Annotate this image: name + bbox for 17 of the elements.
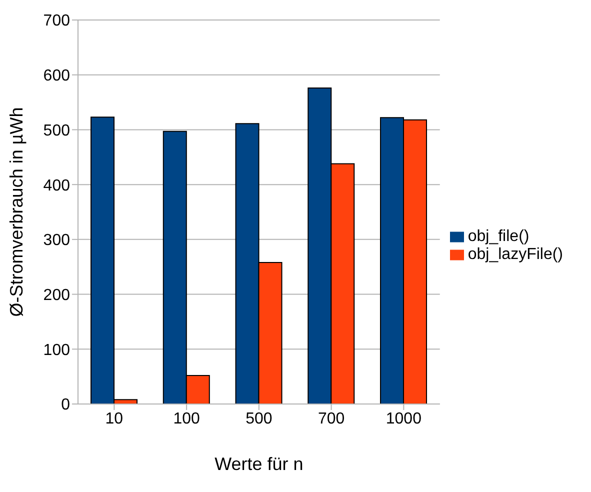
- x-tick-label: 100: [173, 410, 200, 428]
- y-tick-label: 600: [43, 68, 70, 85]
- x-tick-label: 1000: [386, 410, 422, 428]
- y-tick-label: 700: [43, 12, 70, 30]
- x-tick-label: 500: [246, 410, 272, 428]
- y-tick-label: 300: [43, 232, 70, 250]
- x-axis-title: Werte für n: [214, 454, 304, 474]
- legend-label: obj_lazyFile(): [468, 246, 563, 263]
- y-tick-label: 400: [43, 177, 70, 194]
- y-axis-title: Ø-Stromverbrauch in µWh: [6, 107, 26, 317]
- y-tick-label: 200: [43, 286, 70, 304]
- y-tick-label: 0: [61, 396, 70, 414]
- y-tick-label: 500: [43, 122, 70, 140]
- x-tick-label: 700: [318, 410, 345, 428]
- legend-label: obj_file(): [468, 228, 530, 245]
- x-tick-label: 10: [105, 410, 124, 428]
- y-tick-label: 100: [43, 342, 70, 359]
